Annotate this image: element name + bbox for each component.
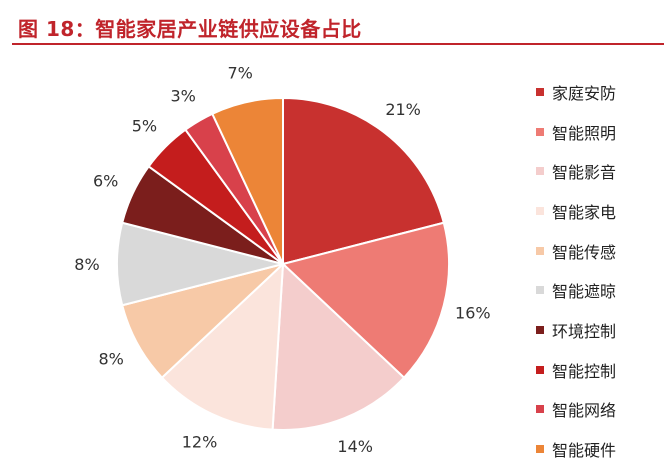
legend-label: 智能照明 [552, 123, 617, 143]
legend-swatch [536, 286, 544, 295]
chart-title: 图 18：智能家居产业链供应设备占比 [18, 17, 362, 41]
legend-item: 智能影音 [536, 151, 661, 191]
legend-label: 智能遮晾 [552, 282, 617, 302]
legend-label: 环境控制 [552, 321, 617, 341]
legend-item: 家庭安防 [536, 72, 661, 112]
legend-swatch [536, 325, 544, 334]
pie-slice [280, 221, 450, 380]
title-underline [12, 43, 664, 45]
legend-item: 智能家电 [536, 191, 661, 231]
legend-label: 智能网络 [552, 401, 617, 421]
chart-legend: 家庭安防智能照明智能影音智能家电智能传感智能遮晾环境控制智能控制智能网络智能硬件 [536, 72, 661, 469]
legend-swatch [536, 405, 544, 414]
slice-data-label: 14% [337, 437, 373, 456]
legend-label: 智能控制 [552, 361, 617, 381]
slice-data-label: 12% [182, 432, 218, 451]
legend-item: 智能硬件 [536, 429, 661, 469]
legend-item: 智能传感 [536, 231, 661, 271]
legend-label: 智能家电 [552, 202, 617, 222]
slice-data-label: 8% [99, 349, 124, 368]
legend-swatch [536, 206, 544, 215]
legend-item: 智能遮晾 [536, 270, 661, 310]
slice-data-label: 8% [74, 255, 99, 274]
slice-data-label: 5% [132, 116, 157, 135]
legend-swatch [536, 127, 544, 136]
legend-item: 智能照明 [536, 112, 661, 152]
pie-slice [271, 261, 406, 431]
pie-slice [282, 96, 445, 266]
legend-swatch [536, 167, 544, 176]
pie-slice [210, 96, 284, 265]
pie-slice [160, 261, 285, 431]
legend-label: 智能传感 [552, 242, 617, 262]
legend-item: 环境控制 [536, 310, 661, 350]
legend-label: 家庭安防 [552, 83, 617, 103]
legend-label: 智能影音 [552, 163, 617, 183]
legend-swatch [536, 87, 544, 96]
legend-swatch [536, 246, 544, 255]
slice-data-label: 7% [228, 64, 253, 83]
legend-label: 智能硬件 [552, 441, 617, 461]
legend-item: 智能控制 [536, 350, 661, 390]
legend-swatch [536, 365, 544, 374]
slice-data-label: 6% [93, 172, 118, 191]
slice-data-label: 3% [171, 86, 196, 105]
slice-data-label: 16% [455, 304, 491, 323]
slice-data-label: 21% [385, 100, 421, 119]
legend-swatch [536, 445, 544, 454]
legend-item: 智能网络 [536, 390, 661, 430]
